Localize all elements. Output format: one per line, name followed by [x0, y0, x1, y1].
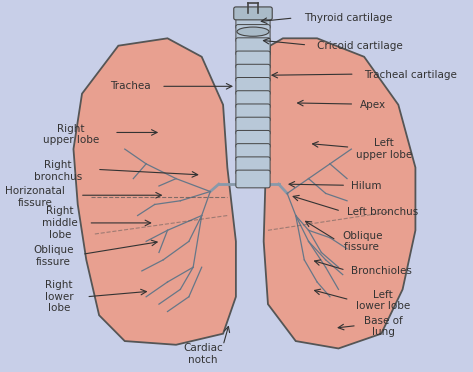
- PathPatch shape: [73, 38, 236, 345]
- Text: Hilum: Hilum: [351, 181, 382, 191]
- Text: Cricoid cartilage: Cricoid cartilage: [317, 41, 403, 51]
- Ellipse shape: [237, 27, 269, 36]
- FancyBboxPatch shape: [236, 12, 270, 29]
- Text: Bronchioles: Bronchioles: [351, 266, 412, 276]
- Text: Left
lower lobe: Left lower lobe: [356, 290, 410, 311]
- Text: Right
middle
lobe: Right middle lobe: [42, 206, 78, 240]
- FancyBboxPatch shape: [236, 91, 270, 109]
- Text: Base of
lung: Base of lung: [364, 315, 403, 337]
- Text: Trachea: Trachea: [110, 81, 150, 91]
- Text: Left bronchus: Left bronchus: [347, 207, 418, 217]
- FancyBboxPatch shape: [236, 144, 270, 161]
- PathPatch shape: [263, 38, 415, 349]
- Text: Left
upper lobe: Left upper lobe: [356, 138, 412, 160]
- FancyBboxPatch shape: [236, 117, 270, 135]
- Text: Horizonatal
fissure: Horizonatal fissure: [5, 186, 65, 208]
- Text: Thyroid cartilage: Thyroid cartilage: [304, 13, 393, 23]
- FancyBboxPatch shape: [236, 64, 270, 82]
- Text: Oblique
fissure: Oblique fissure: [33, 246, 73, 267]
- Text: Right
lower
lobe: Right lower lobe: [45, 280, 73, 313]
- FancyBboxPatch shape: [234, 7, 272, 20]
- FancyBboxPatch shape: [236, 157, 270, 174]
- Text: Tracheal cartilage: Tracheal cartilage: [364, 70, 457, 80]
- FancyBboxPatch shape: [236, 131, 270, 148]
- FancyBboxPatch shape: [236, 170, 270, 188]
- FancyBboxPatch shape: [236, 51, 270, 69]
- FancyBboxPatch shape: [236, 38, 270, 55]
- Text: Apex: Apex: [360, 100, 386, 110]
- FancyBboxPatch shape: [236, 104, 270, 122]
- Text: Cardiac
notch: Cardiac notch: [184, 343, 223, 365]
- FancyBboxPatch shape: [236, 77, 270, 95]
- FancyBboxPatch shape: [236, 25, 270, 42]
- Text: Oblique
fissure: Oblique fissure: [343, 231, 383, 252]
- Text: Right
bronchus: Right bronchus: [34, 160, 82, 182]
- Text: Right
upper lobe: Right upper lobe: [43, 124, 99, 145]
